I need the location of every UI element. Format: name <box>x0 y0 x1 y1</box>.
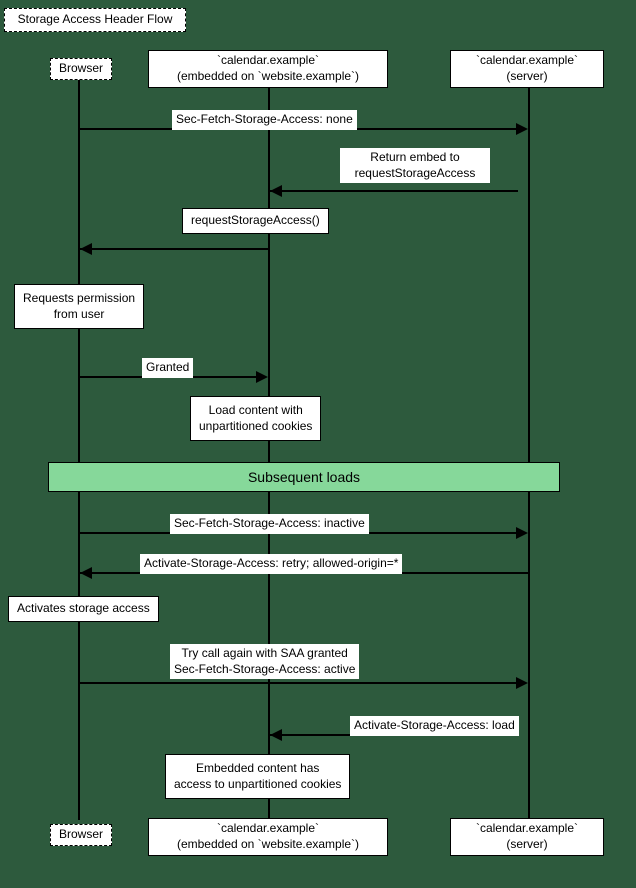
msg-5-text: Granted <box>146 360 189 374</box>
lifeline-browser <box>78 80 80 820</box>
arrow-10-head <box>516 677 528 689</box>
msg-2-text: Return embed torequestStorageAccess <box>355 150 476 180</box>
divider-text: Subsequent loads <box>248 469 360 485</box>
msg-9-text: Activates storage access <box>17 601 150 615</box>
participant-embed-top: `calendar.example`(embedded on `website.… <box>148 50 388 88</box>
msg-4: Requests permissionfrom user <box>14 284 144 329</box>
msg-9: Activates storage access <box>8 596 159 622</box>
msg-10-text: Try call again with SAA grantedSec-Fetch… <box>174 646 355 676</box>
diagram-title: Storage Access Header Flow <box>4 8 186 32</box>
msg-6: Load content withunpartitioned cookies <box>190 396 321 441</box>
msg-8: Activate-Storage-Access: retry; allowed-… <box>140 554 402 574</box>
diagram-title-text: Storage Access Header Flow <box>18 12 173 28</box>
msg-12: Embedded content hasaccess to unpartitio… <box>165 754 350 799</box>
msg-7-text: Sec-Fetch-Storage-Access: inactive <box>174 516 365 530</box>
participant-browser-top: Browser <box>50 58 112 80</box>
msg-11-text: Activate-Storage-Access: load <box>354 718 515 732</box>
arrow-7-head <box>516 527 528 539</box>
arrow-11-head <box>270 729 282 741</box>
msg-11: Activate-Storage-Access: load <box>350 716 519 736</box>
arrow-2-head <box>270 185 282 197</box>
msg-4-text: Requests permissionfrom user <box>23 291 135 321</box>
msg-3: requestStorageAccess() <box>182 208 329 234</box>
msg-3-text: requestStorageAccess() <box>191 213 320 227</box>
participant-server-label-b: `calendar.example`(server) <box>476 821 578 852</box>
msg-8-text: Activate-Storage-Access: retry; allowed-… <box>144 556 398 570</box>
participant-browser-label-b: Browser <box>59 827 103 843</box>
participant-embed-bottom: `calendar.example`(embedded on `website.… <box>148 818 388 856</box>
arrow-3-head <box>80 243 92 255</box>
msg-12-text: Embedded content hasaccess to unpartitio… <box>174 761 341 791</box>
lifeline-server <box>528 88 530 820</box>
msg-7: Sec-Fetch-Storage-Access: inactive <box>170 514 369 534</box>
participant-embed-label-b: `calendar.example`(embedded on `website.… <box>177 821 359 852</box>
participant-browser-label: Browser <box>59 61 103 77</box>
msg-1: Sec-Fetch-Storage-Access: none <box>172 110 357 130</box>
participant-browser-bottom: Browser <box>50 824 112 846</box>
arrow-3 <box>80 248 268 250</box>
msg-1-text: Sec-Fetch-Storage-Access: none <box>176 112 353 126</box>
participant-embed-label: `calendar.example`(embedded on `website.… <box>177 53 359 84</box>
participant-server-label: `calendar.example`(server) <box>476 53 578 84</box>
divider-subsequent: Subsequent loads <box>48 462 560 492</box>
arrow-8-head <box>80 567 92 579</box>
msg-10: Try call again with SAA grantedSec-Fetch… <box>170 644 359 679</box>
arrow-5-head <box>256 371 268 383</box>
msg-6-text: Load content withunpartitioned cookies <box>199 403 312 433</box>
lifeline-embed <box>268 88 270 820</box>
arrow-2 <box>270 190 518 192</box>
participant-server-top: `calendar.example`(server) <box>450 50 604 88</box>
msg-5: Granted <box>142 358 193 378</box>
arrow-10 <box>80 682 518 684</box>
participant-server-bottom: `calendar.example`(server) <box>450 818 604 856</box>
msg-2: Return embed torequestStorageAccess <box>340 148 490 183</box>
arrow-1-head <box>516 123 528 135</box>
